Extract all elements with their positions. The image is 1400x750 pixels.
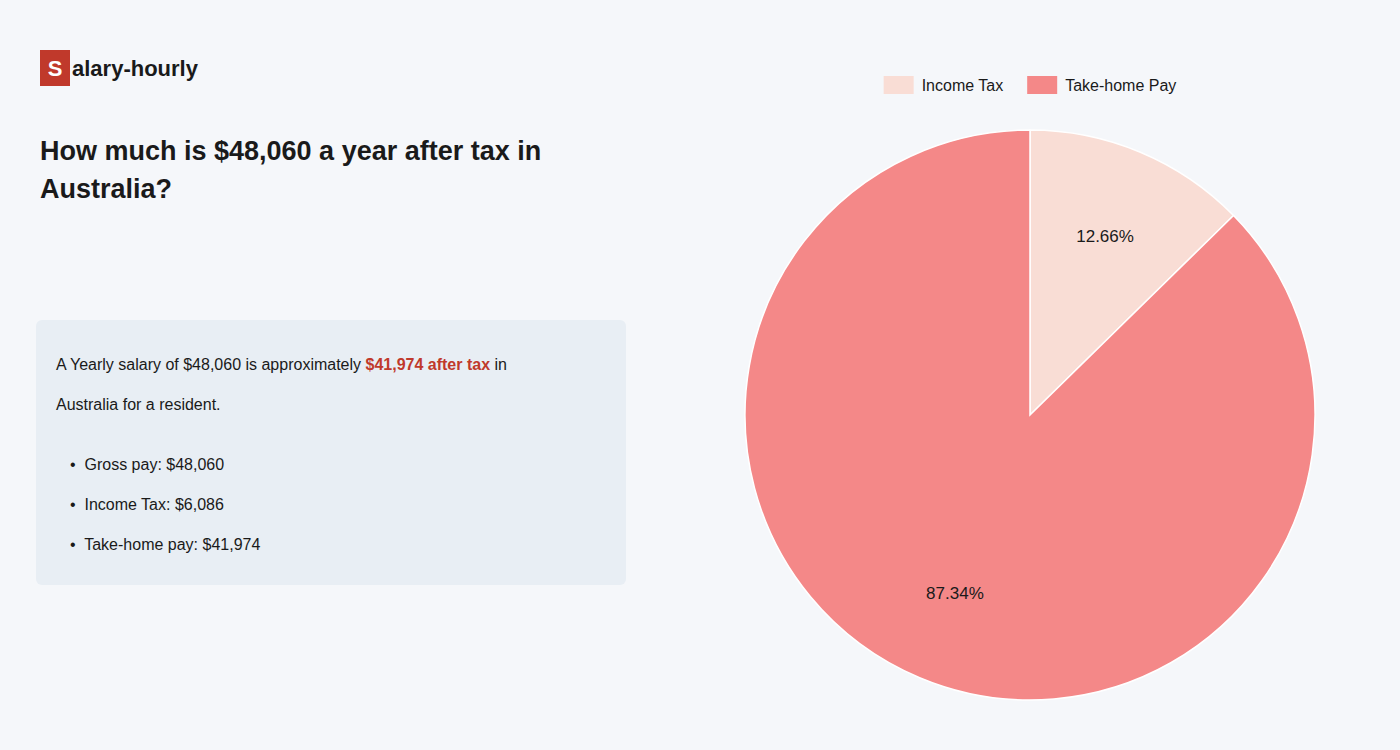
legend-item: Income Tax	[884, 76, 1004, 94]
logo-letter: S	[48, 56, 63, 81]
pie	[745, 130, 1315, 700]
logo-box	[40, 50, 70, 86]
info-highlight: $41,974 after tax	[366, 356, 491, 373]
legend-label: Take-home Pay	[1065, 77, 1176, 94]
legend-swatch	[1027, 76, 1057, 94]
info-box	[36, 320, 626, 585]
bullet-item: • Income Tax: $6,086	[70, 496, 224, 513]
data-labels: 12.66% 87.34%	[926, 227, 1134, 603]
data-label: 12.66%	[1076, 227, 1134, 246]
bullet-item: • Gross pay: $48,060	[70, 456, 224, 473]
info-line: A Yearly salary of $48,060 is approximat…	[56, 356, 507, 373]
info-text: Australia for a resident.	[56, 396, 221, 413]
title: How much is $48,060 a year after tax inA…	[40, 136, 541, 204]
legend-item: Take-home Pay	[1027, 76, 1176, 94]
data-label: 87.34%	[926, 584, 984, 603]
info-text: in	[490, 356, 507, 373]
chart-root: Salary-hourly How much is $48,060 a year …	[0, 0, 1400, 750]
pie-slice	[745, 130, 1315, 700]
legend-swatch	[884, 76, 914, 94]
bullet-item: • Take-home pay: $41,974	[70, 536, 260, 553]
background	[0, 0, 1400, 750]
info-text: A Yearly salary of $48,060 is approximat…	[56, 356, 366, 373]
legend-label: Income Tax	[922, 77, 1004, 94]
legend: Income Tax Take-home Pay	[884, 76, 1177, 94]
logo-text: alary-hourly	[72, 56, 199, 81]
